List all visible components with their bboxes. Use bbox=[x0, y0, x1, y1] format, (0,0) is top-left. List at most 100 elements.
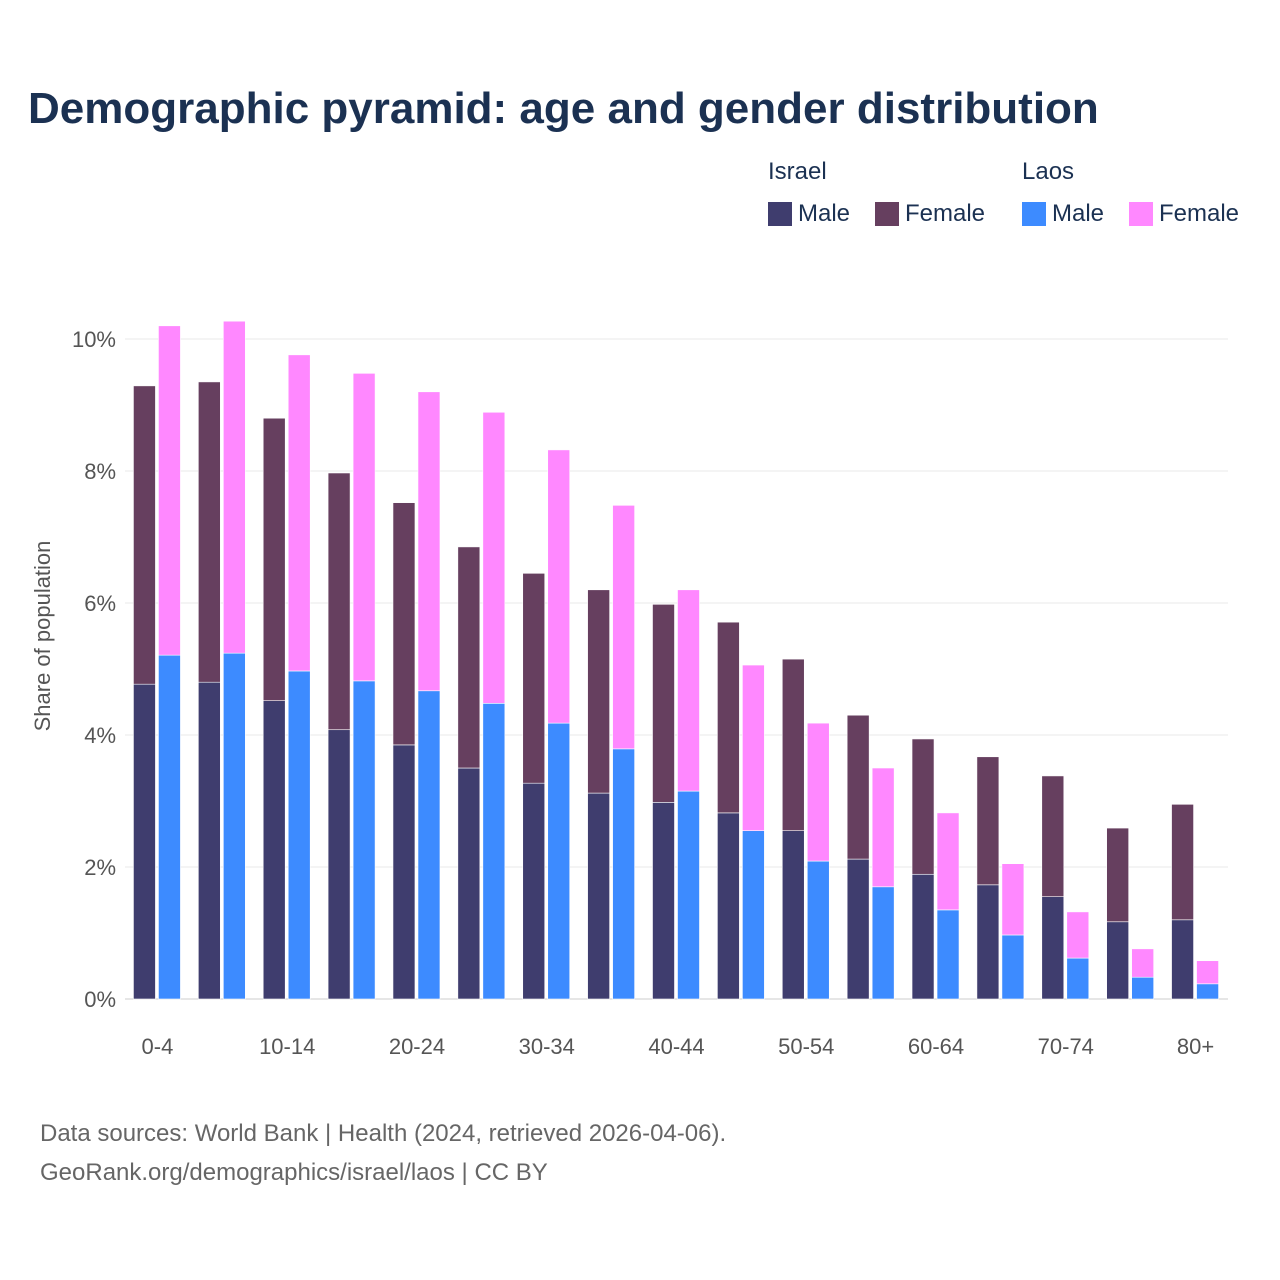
bar-laos-female-75-79 bbox=[1131, 948, 1154, 978]
bar-israel-female-5-9 bbox=[198, 381, 221, 683]
legend-label: Male bbox=[798, 200, 851, 227]
bar-laos-female-15-19 bbox=[352, 373, 376, 682]
bar-laos-female-55-59 bbox=[871, 767, 895, 888]
legend-swatch bbox=[768, 202, 792, 226]
bar-laos-male-70-74 bbox=[1066, 957, 1090, 1000]
x-tick-label: 10-14 bbox=[259, 1034, 315, 1059]
bar-laos-female-25-29 bbox=[482, 411, 506, 704]
bar-israel-female-10-14 bbox=[262, 417, 286, 701]
legend-group-laos: Laos bbox=[1022, 158, 1075, 185]
bar-israel-male-75-79 bbox=[1106, 921, 1129, 1000]
legend-label: Female bbox=[1159, 200, 1240, 227]
bar-israel-female-60-64 bbox=[911, 738, 935, 875]
bar-israel-female-65-69 bbox=[976, 756, 1000, 886]
bar-laos-male-15-19 bbox=[352, 680, 376, 1000]
bar-laos-male-5-9 bbox=[223, 652, 246, 1000]
bar-israel-female-20-24 bbox=[392, 502, 416, 746]
footer-link[interactable]: GeoRank.org/demographics/israel/laos | C… bbox=[40, 1159, 548, 1186]
bar-israel-female-75-79 bbox=[1106, 827, 1129, 923]
bar-israel-female-70-74 bbox=[1041, 775, 1065, 897]
legend-label: Male bbox=[1052, 200, 1105, 227]
bar-laos-male-30-34 bbox=[547, 722, 571, 1000]
legend-group-israel: Israel bbox=[768, 158, 827, 185]
bar-israel-male-55-59 bbox=[846, 858, 870, 1000]
legend-israel-female[interactable]: Female bbox=[875, 200, 985, 228]
bar-laos-male-45-49 bbox=[742, 830, 765, 1000]
x-tick-label: 30-34 bbox=[519, 1034, 575, 1059]
bar-israel-male-40-44 bbox=[652, 802, 675, 1000]
footer-sources: Data sources: World Bank | Health (2024,… bbox=[40, 1120, 727, 1147]
bar-israel-male-15-19 bbox=[327, 729, 351, 1000]
bar-israel-female-30-34 bbox=[522, 572, 546, 784]
bar-laos-female-0-4 bbox=[158, 325, 181, 656]
bar-laos-male-25-29 bbox=[482, 703, 506, 1000]
chart-title: Demographic pyramid: age and gender dist… bbox=[28, 84, 1099, 133]
legend-swatch bbox=[1129, 202, 1153, 226]
bar-israel-male-65-69 bbox=[976, 884, 1000, 1000]
bar-laos-male-50-54 bbox=[806, 860, 830, 1000]
bar-israel-female-25-29 bbox=[457, 546, 481, 769]
bar-laos-male-20-24 bbox=[417, 690, 441, 1000]
y-tick-label: 2% bbox=[84, 855, 116, 880]
bar-israel-female-0-4 bbox=[133, 385, 156, 685]
bar-laos-female-20-24 bbox=[417, 391, 441, 692]
legend-laos-female[interactable]: Female bbox=[1129, 200, 1239, 228]
bar-israel-male-70-74 bbox=[1041, 896, 1065, 1000]
bar-israel-male-30-34 bbox=[522, 782, 546, 1000]
bar-laos-female-70-74 bbox=[1066, 911, 1090, 959]
x-tick-label: 40-44 bbox=[648, 1034, 704, 1059]
bar-israel-female-15-19 bbox=[327, 472, 351, 731]
bar-israel-male-10-14 bbox=[262, 700, 286, 1000]
bar-laos-female-5-9 bbox=[223, 320, 246, 654]
bar-israel-male-80+ bbox=[1171, 919, 1194, 1000]
bar-israel-female-50-54 bbox=[781, 658, 805, 831]
bar-israel-male-50-54 bbox=[781, 830, 805, 1000]
x-tick-label: 0-4 bbox=[142, 1034, 174, 1059]
bar-laos-male-55-59 bbox=[871, 886, 895, 1000]
bar-laos-female-35-39 bbox=[612, 505, 635, 750]
x-tick-label: 20-24 bbox=[389, 1034, 445, 1059]
bar-laos-male-60-64 bbox=[936, 909, 960, 1000]
legend-swatch bbox=[1022, 202, 1046, 226]
y-axis-label: Share of population bbox=[30, 541, 55, 732]
bar-laos-female-60-64 bbox=[936, 812, 960, 911]
legend-label: Female bbox=[905, 200, 986, 227]
bar-israel-female-55-59 bbox=[846, 714, 870, 860]
bar-laos-female-45-49 bbox=[742, 664, 765, 831]
bar-laos-female-30-34 bbox=[547, 449, 571, 724]
bar-israel-male-25-29 bbox=[457, 767, 481, 1000]
bar-israel-male-0-4 bbox=[133, 683, 156, 1000]
y-tick-label: 4% bbox=[84, 723, 116, 748]
bar-israel-male-60-64 bbox=[911, 873, 935, 1000]
bar-israel-male-35-39 bbox=[587, 792, 610, 1000]
y-tick-label: 10% bbox=[72, 327, 116, 352]
bar-israel-male-5-9 bbox=[198, 681, 221, 1000]
y-tick-label: 6% bbox=[84, 591, 116, 616]
x-tick-label: 60-64 bbox=[908, 1034, 964, 1059]
bar-israel-male-45-49 bbox=[717, 812, 740, 1000]
bar-israel-female-45-49 bbox=[717, 621, 740, 814]
y-tick-label: 0% bbox=[84, 987, 116, 1012]
bar-laos-male-40-44 bbox=[677, 790, 700, 1000]
bar-laos-male-0-4 bbox=[158, 654, 181, 1000]
legend-swatch bbox=[875, 202, 899, 226]
bar-laos-female-80+ bbox=[1196, 960, 1219, 985]
bar-israel-female-80+ bbox=[1171, 803, 1194, 921]
bar-laos-male-80+ bbox=[1196, 983, 1219, 1000]
legend-laos-male[interactable]: Male bbox=[1022, 200, 1104, 228]
y-tick-label: 8% bbox=[84, 459, 116, 484]
bar-laos-male-10-14 bbox=[287, 670, 311, 1000]
bar-israel-female-40-44 bbox=[652, 604, 675, 803]
bar-israel-male-20-24 bbox=[392, 744, 416, 1000]
legend-israel-male[interactable]: Male bbox=[768, 200, 850, 228]
bar-laos-female-50-54 bbox=[806, 722, 830, 862]
bar-laos-male-35-39 bbox=[612, 748, 635, 1000]
bar-laos-female-40-44 bbox=[677, 589, 700, 792]
bar-laos-female-10-14 bbox=[287, 354, 311, 672]
bar-laos-male-65-69 bbox=[1001, 934, 1025, 1000]
bar-laos-male-75-79 bbox=[1131, 976, 1154, 1000]
bar-israel-female-35-39 bbox=[587, 589, 610, 794]
footer: Data sources: World Bank | Health (2024,… bbox=[40, 1114, 726, 1192]
